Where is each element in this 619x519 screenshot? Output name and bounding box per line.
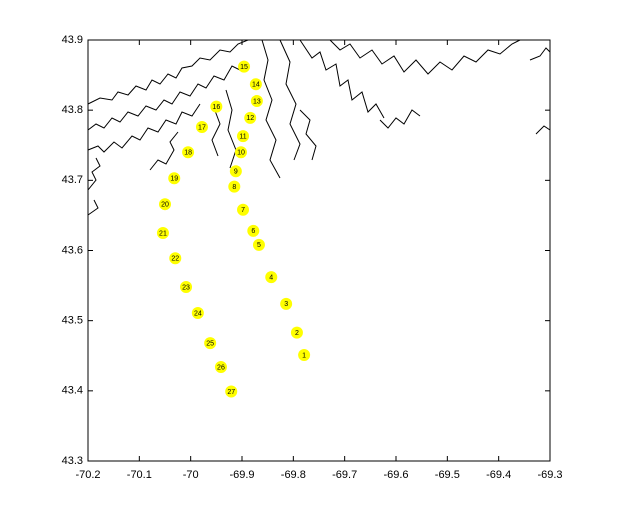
x-tick-label: -70 [183,469,199,481]
station-marker [234,146,247,159]
station-marker [238,60,251,73]
station-label: 8 [232,184,236,191]
y-tick-label: 43.6 [62,244,83,256]
station-label: 19 [170,176,178,183]
station-label: 3 [284,301,288,308]
station-marker [195,121,208,134]
station-label: 27 [227,389,235,396]
station-label: 25 [206,340,214,347]
x-tick-label: -69.9 [229,469,254,481]
x-tick-label: -70.1 [127,469,152,481]
station-label: 7 [241,207,245,214]
station-label: 14 [252,82,260,89]
station-marker [247,224,260,237]
station-label: 1 [302,352,306,359]
y-tick-label: 43.5 [62,315,83,327]
station-marker [244,111,257,124]
y-tick-label: 43.7 [62,174,83,186]
coastline [87,39,551,216]
station-marker [169,252,182,265]
station-marker [249,78,262,91]
station-label: 26 [217,364,225,371]
x-tick-label: -69.5 [435,469,460,481]
station-label: 15 [240,64,248,71]
station-marker [180,280,193,293]
station-label: 13 [253,98,261,105]
station-marker [290,326,303,339]
x-tick-label: -69.4 [486,469,511,481]
station-label: 18 [184,150,192,157]
y-tick-label: 43.4 [62,385,83,397]
station-marker [225,385,238,398]
station-marker [229,165,242,178]
station-marker [191,306,204,319]
station-label: 6 [251,228,255,235]
station-marker [228,180,241,193]
station-label: 9 [234,169,238,176]
y-tick-label: 43.3 [62,455,83,467]
station-label: 23 [182,284,190,291]
station-label: 21 [159,230,167,237]
station-marker [250,95,263,108]
station-label: 10 [237,150,245,157]
station-label: 24 [194,310,202,317]
station-marker [252,238,265,251]
station-marker [182,146,195,159]
x-tick-label: -70.2 [75,469,100,481]
station-label: 17 [198,124,206,131]
station-label: 4 [269,275,273,282]
station-label: 22 [171,256,179,263]
station-marker [210,100,223,113]
station-label: 12 [246,115,254,122]
station-marker [237,203,250,216]
station-label: 5 [257,242,261,249]
station-marker [280,297,293,310]
station-marker [237,130,250,143]
y-tick-label: 43.8 [62,104,83,116]
x-tick-label: -69.6 [383,469,408,481]
y-tick-label: 43.9 [62,34,83,46]
station-marker [265,271,278,284]
station-marker [168,172,181,185]
station-marker [156,226,169,239]
station-marker [204,337,217,350]
station-label: 2 [295,330,299,337]
x-tick-label: -69.8 [281,469,306,481]
station-label: 20 [161,202,169,209]
station-marker [159,198,171,211]
station-marker [298,349,311,362]
station-label: 11 [239,133,246,140]
x-tick-label: -69.3 [537,469,562,481]
station-marker [214,360,227,373]
x-tick-label: -69.7 [332,469,357,481]
station-label: 16 [212,104,220,111]
